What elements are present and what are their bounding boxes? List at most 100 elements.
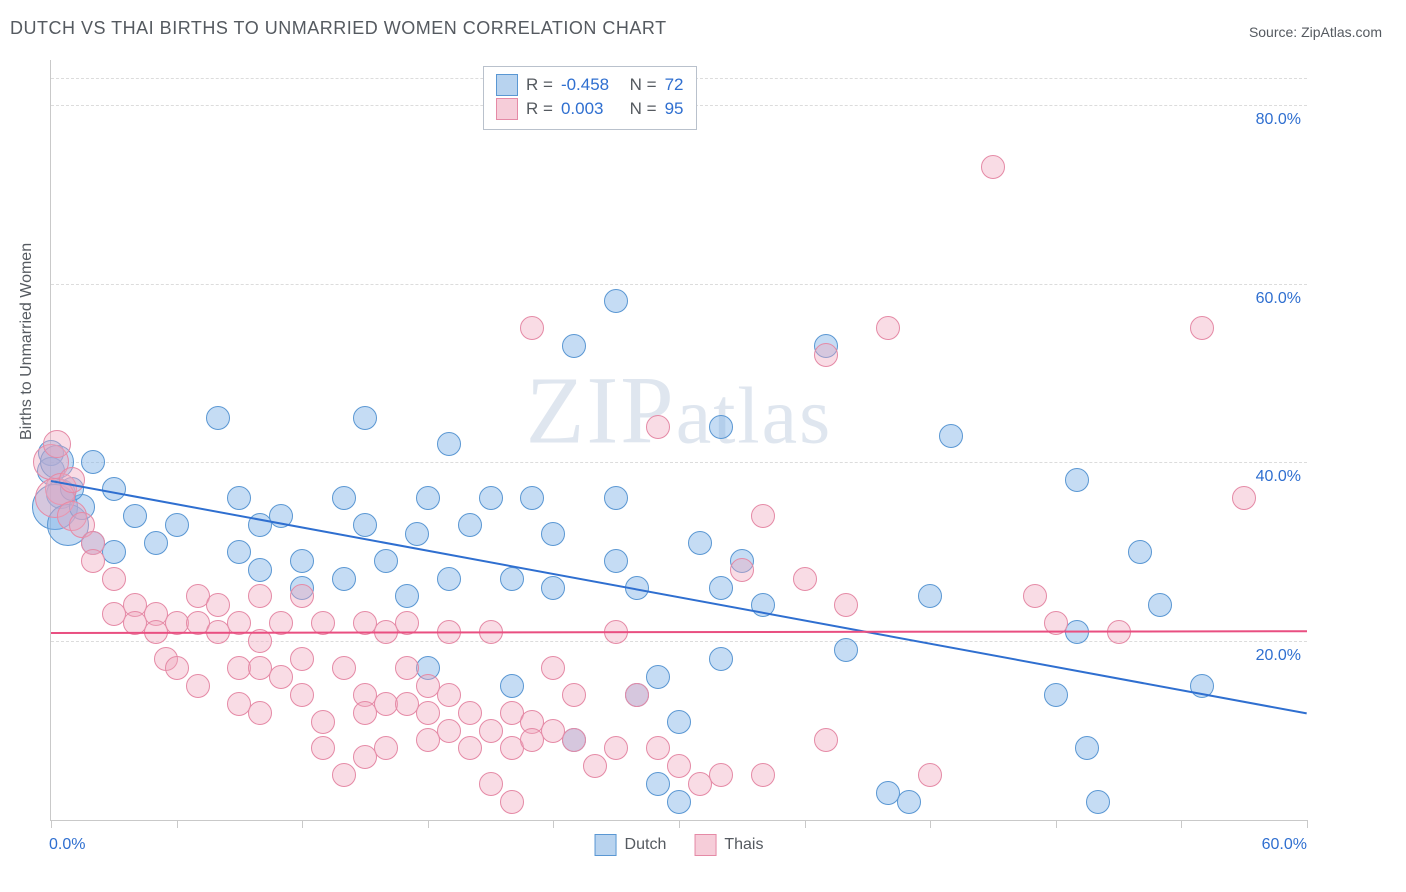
scatter-point <box>479 719 503 743</box>
x-tick-label: 0.0% <box>49 836 85 854</box>
scatter-point <box>353 513 377 537</box>
scatter-point <box>646 415 670 439</box>
scatter-point <box>479 486 503 510</box>
y-tick-label: 20.0% <box>1256 647 1301 665</box>
scatter-point <box>479 772 503 796</box>
legend-bottom: Dutch Thais <box>595 834 764 856</box>
scatter-point <box>1128 540 1152 564</box>
stat-n-label: N = <box>625 97 657 121</box>
scatter-point <box>43 430 71 458</box>
scatter-point <box>583 754 607 778</box>
scatter-point <box>206 406 230 430</box>
scatter-point <box>458 701 482 725</box>
scatter-point <box>290 549 314 573</box>
x-tick <box>177 820 178 828</box>
scatter-point <box>604 736 628 760</box>
stat-r-value: 0.003 <box>561 97 617 121</box>
legend-stats-row: R =-0.458 N =72 <box>496 73 684 97</box>
scatter-point <box>1075 736 1099 760</box>
x-tick <box>930 820 931 828</box>
gridline <box>51 462 1307 463</box>
scatter-point <box>395 584 419 608</box>
scatter-point <box>1232 486 1256 510</box>
scatter-point <box>918 584 942 608</box>
scatter-point <box>416 486 440 510</box>
scatter-point <box>81 450 105 474</box>
chart-container: DUTCH VS THAI BIRTHS TO UNMARRIED WOMEN … <box>0 0 1406 892</box>
scatter-point <box>541 576 565 600</box>
scatter-point <box>458 513 482 537</box>
legend-swatch <box>694 834 716 856</box>
x-tick <box>805 820 806 828</box>
legend-item: Dutch <box>595 834 667 856</box>
x-tick <box>553 820 554 828</box>
stat-r-value: -0.458 <box>561 73 617 97</box>
scatter-point <box>332 763 356 787</box>
scatter-point <box>500 674 524 698</box>
scatter-point <box>123 504 147 528</box>
scatter-point <box>751 504 775 528</box>
legend-swatch <box>496 98 518 120</box>
y-tick-label: 80.0% <box>1256 111 1301 129</box>
scatter-point <box>604 486 628 510</box>
x-tick <box>51 820 52 828</box>
scatter-point <box>667 754 691 778</box>
scatter-point <box>332 656 356 680</box>
scatter-point <box>793 567 817 591</box>
scatter-point <box>248 558 272 582</box>
scatter-point <box>102 540 126 564</box>
scatter-point <box>709 763 733 787</box>
scatter-point <box>59 467 85 493</box>
legend-stats-row: R =0.003 N =95 <box>496 97 684 121</box>
scatter-point <box>395 656 419 680</box>
legend-item: Thais <box>694 834 763 856</box>
scatter-point <box>814 728 838 752</box>
scatter-point <box>834 593 858 617</box>
scatter-point <box>667 710 691 734</box>
y-axis-label: Births to Unmarried Women <box>18 243 36 440</box>
scatter-point <box>437 683 461 707</box>
scatter-point <box>458 736 482 760</box>
legend-stats: R =-0.458 N =72R =0.003 N =95 <box>483 66 697 130</box>
scatter-point <box>562 334 586 358</box>
stat-n-label: N = <box>625 73 657 97</box>
scatter-point <box>290 647 314 671</box>
scatter-point <box>667 790 691 814</box>
scatter-point <box>81 549 105 573</box>
legend-swatch <box>496 74 518 96</box>
scatter-point <box>897 790 921 814</box>
gridline <box>51 284 1307 285</box>
scatter-point <box>918 763 942 787</box>
x-tick <box>679 820 680 828</box>
x-tick <box>1307 820 1308 828</box>
scatter-point <box>814 343 838 367</box>
source-attribution: Source: ZipAtlas.com <box>1249 24 1382 40</box>
watermark: ZIPatlas <box>526 354 833 465</box>
scatter-point <box>646 736 670 760</box>
chart-title: DUTCH VS THAI BIRTHS TO UNMARRIED WOMEN … <box>10 18 667 39</box>
plot-area: Births to Unmarried Women ZIPatlas 20.0%… <box>50 60 1307 821</box>
x-tick <box>428 820 429 828</box>
scatter-point <box>311 710 335 734</box>
stat-r-label: R = <box>526 73 553 97</box>
scatter-point <box>625 683 649 707</box>
scatter-point <box>709 576 733 600</box>
scatter-point <box>437 432 461 456</box>
scatter-point <box>646 665 670 689</box>
legend-label: Thais <box>724 836 763 854</box>
scatter-point <box>562 728 586 752</box>
scatter-point <box>290 683 314 707</box>
scatter-point <box>1065 468 1089 492</box>
scatter-point <box>144 531 168 555</box>
scatter-point <box>437 567 461 591</box>
scatter-point <box>604 289 628 313</box>
scatter-point <box>269 665 293 689</box>
scatter-point <box>520 486 544 510</box>
scatter-point <box>604 549 628 573</box>
scatter-point <box>541 656 565 680</box>
scatter-point <box>1190 316 1214 340</box>
scatter-point <box>290 584 314 608</box>
scatter-point <box>751 763 775 787</box>
scatter-point <box>709 415 733 439</box>
scatter-point <box>981 155 1005 179</box>
